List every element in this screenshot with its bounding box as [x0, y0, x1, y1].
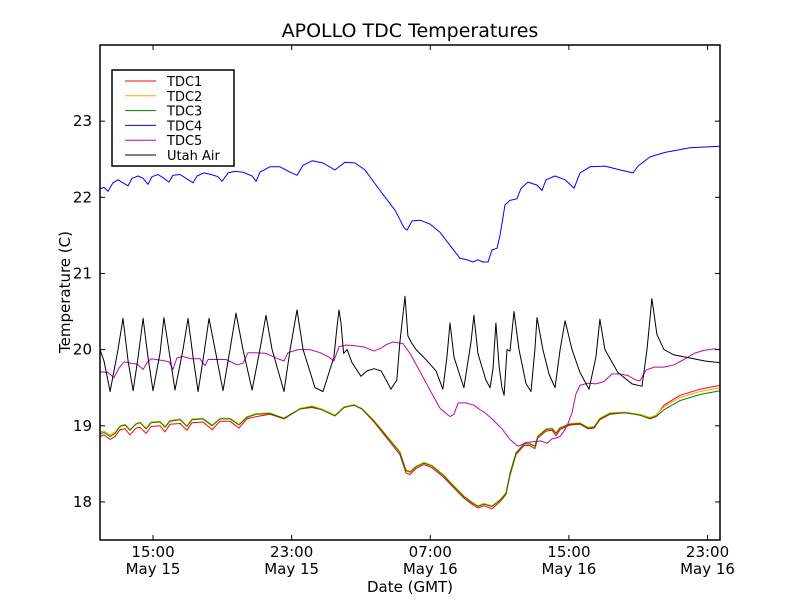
- legend-label: TDC4: [166, 119, 202, 134]
- x-tick-label-date: May 16: [541, 560, 596, 578]
- legend-label: TDC3: [166, 105, 202, 120]
- x-tick-label-time: 15:00: [547, 543, 590, 561]
- plot-lines: [99, 145, 721, 510]
- y-tick-label: 20: [73, 341, 92, 359]
- x-tick-label-time: 23:00: [270, 543, 313, 561]
- axes-frame: [99, 44, 721, 541]
- x-tick-label-time: 07:00: [409, 543, 452, 561]
- y-tick-label: 22: [73, 188, 92, 206]
- series-line-tdc4: [99, 145, 721, 263]
- x-tick-label-date: May 16: [680, 560, 735, 578]
- x-tick-label-date: May 16: [403, 560, 458, 578]
- x-tick-label-date: May 15: [126, 560, 181, 578]
- legend-label: TDC2: [166, 90, 202, 105]
- y-tick-label: 19: [73, 417, 92, 435]
- x-tick-label-time: 23:00: [686, 543, 729, 561]
- y-axis-label: Temperature (C): [56, 231, 74, 354]
- legend-box: [111, 69, 235, 167]
- x-axis-label: Date (GMT): [367, 578, 453, 596]
- chart-title: APOLLO TDC Temperatures: [282, 20, 539, 42]
- x-tick-label-time: 15:00: [131, 543, 174, 561]
- y-tick-label: 23: [73, 112, 92, 130]
- y-axis: 18 19 20 21 22 23: [73, 112, 720, 511]
- y-tick-label: 21: [73, 264, 92, 282]
- series-line-tdc3: [99, 390, 721, 507]
- legend-label: TDC1: [166, 75, 202, 90]
- series-line-utah-air: [99, 295, 721, 396]
- series-line-tdc5: [99, 341, 721, 447]
- series-line-tdc2: [99, 387, 721, 507]
- x-tick-label-date: May 15: [264, 560, 319, 578]
- legend-label: Utah Air: [167, 149, 220, 164]
- y-tick-label: 18: [73, 493, 92, 511]
- legend-label: TDC5: [166, 134, 202, 149]
- series-line-tdc1: [99, 384, 721, 510]
